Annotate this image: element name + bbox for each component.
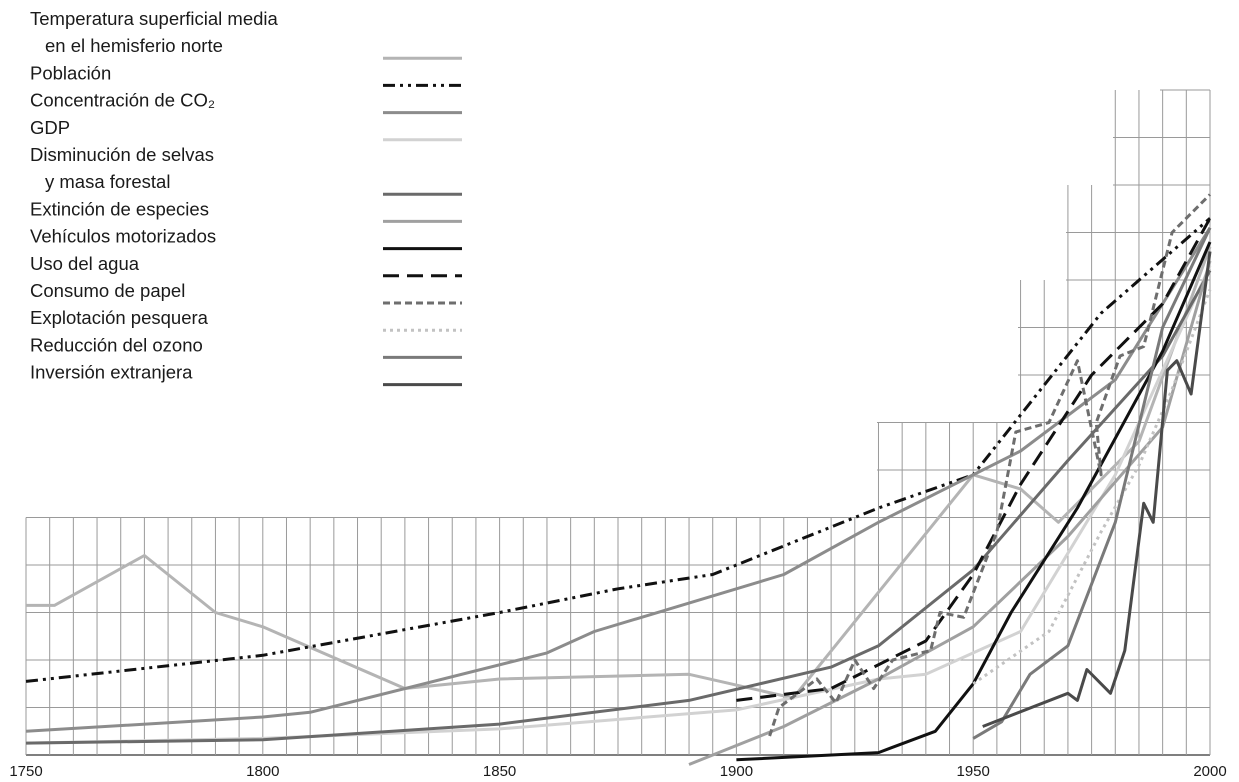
legend-label: Disminución de selvas [30,144,214,165]
x-tick-label: 1950 [957,763,990,780]
legend-label: Inversión extranjera [30,362,193,383]
legend-label: GDP [30,117,70,138]
x-tick-label: 1850 [483,763,516,780]
series-line-3 [25,227,1212,733]
series-line-11 [972,227,1212,740]
series-line-9 [768,193,1212,737]
legend-label: Consumo de papel [30,280,185,301]
x-tick-label: 2000 [1193,763,1226,780]
series-line-5 [25,269,1212,745]
legend-label: Explotación pesquera [30,307,209,328]
legend-label: Vehículos motorizados [30,226,216,247]
x-axis: 1750 1800 1850 1900 1950 2000 [9,763,1226,780]
legend: Temperatura superficial media en el hemis… [30,8,462,387]
legend-label: Temperatura superficial media [30,8,279,29]
legend-label: Reducción del ozono [30,334,203,355]
legend-label: Extinción de especies [30,198,209,219]
series-line-7 [736,241,1212,762]
series-lines [25,193,1212,766]
x-tick-label: 1800 [246,763,279,780]
series-line-12 [982,251,1212,728]
grid [25,89,1211,756]
legend-label: y masa forestal [45,171,170,192]
legend-label: en el hemisferio norte [45,35,223,56]
legend-label: Uso del agua [30,253,140,274]
series-line-1 [26,246,1212,700]
legend-label: Población [30,62,111,83]
x-tick-label: 1900 [720,763,753,780]
x-tick-label: 1750 [9,763,42,780]
legend-label: Concentración de CO₂ [30,90,215,111]
